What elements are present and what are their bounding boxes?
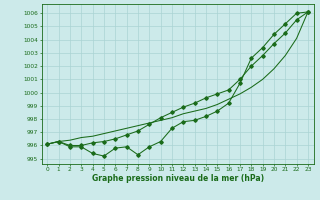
X-axis label: Graphe pression niveau de la mer (hPa): Graphe pression niveau de la mer (hPa) [92,174,264,183]
